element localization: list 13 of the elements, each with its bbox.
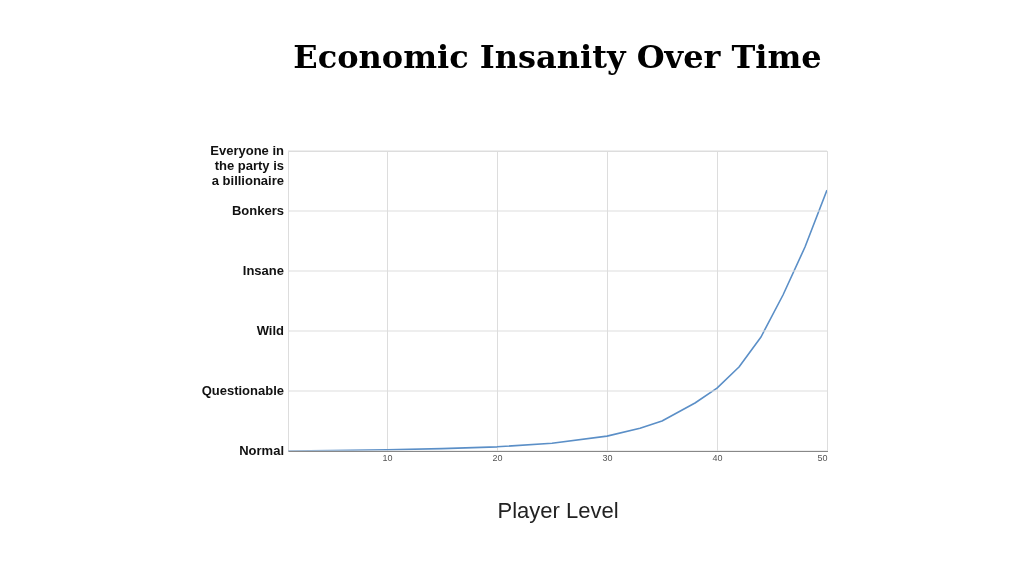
x-tick-label: 30	[602, 452, 613, 463]
text: Wild	[256, 323, 285, 338]
x-tick-label: 40	[712, 452, 723, 463]
x-tick-label: 10	[382, 452, 393, 463]
text: Everyone in the party is a billionaire	[210, 143, 285, 188]
x-tick-label: 20	[492, 452, 503, 463]
text: Bonkers	[231, 203, 284, 218]
x-tick-label: 50	[817, 452, 828, 463]
text: Normal	[239, 443, 284, 458]
text: Insane	[242, 263, 284, 278]
text: Questionable	[201, 383, 284, 398]
chart-title: Economic Insanity Over Time	[293, 38, 822, 76]
x-axis-title: Player Level	[497, 497, 619, 523]
